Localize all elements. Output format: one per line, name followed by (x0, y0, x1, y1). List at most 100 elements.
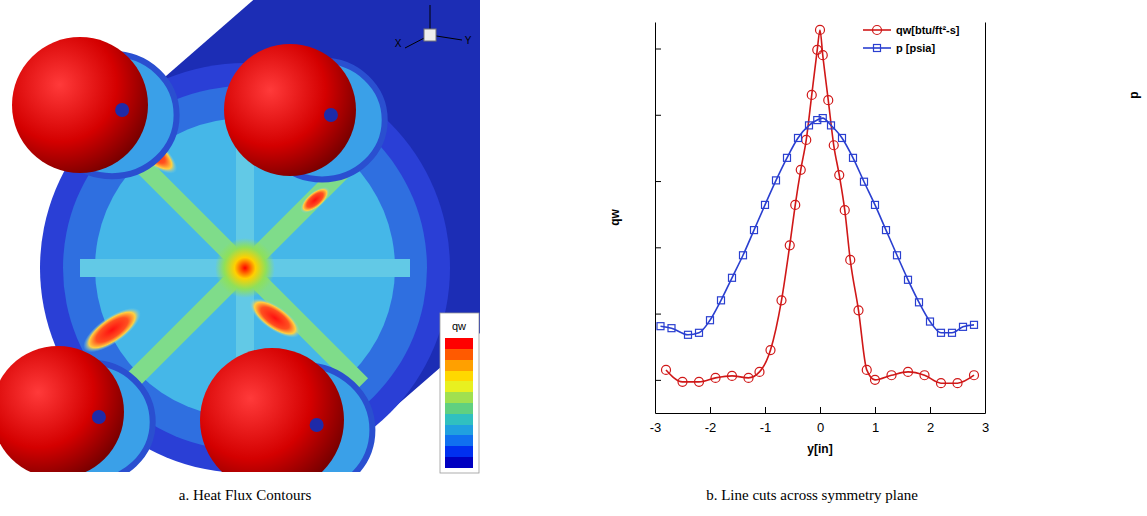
tick-label: -2 (705, 420, 717, 435)
series-line (666, 30, 974, 383)
tick-mark (655, 115, 661, 116)
colorbar-label: qw (452, 320, 466, 332)
tick-mark (655, 380, 661, 381)
sphere-dot (115, 103, 129, 117)
tick-label: -1 (760, 420, 772, 435)
marker (678, 377, 687, 386)
hot-spot (77, 300, 148, 360)
y-axis-title: qw (608, 209, 622, 226)
y-axis (655, 23, 661, 414)
legend-label: p [psia] (896, 42, 935, 54)
tick-label: -3 (650, 420, 662, 435)
x-tick: -1 (760, 407, 772, 435)
marker (835, 171, 844, 180)
legend-marker (874, 45, 881, 52)
triad-label: Y (465, 35, 472, 46)
tick-mark (655, 49, 661, 50)
tick-mark (930, 407, 931, 413)
caption: b. Line cuts across symmetry plane (706, 487, 918, 503)
plot-area (657, 25, 979, 387)
marker (828, 122, 835, 129)
marker (668, 325, 675, 332)
series-line (661, 118, 975, 335)
marker (862, 365, 871, 374)
marker (970, 371, 979, 380)
marker (818, 51, 827, 60)
marker (777, 296, 786, 305)
marker (711, 373, 720, 382)
marker (953, 379, 962, 388)
marker (807, 90, 816, 99)
marker (887, 371, 896, 380)
marker (657, 323, 664, 330)
marker (971, 321, 978, 328)
marker (718, 297, 725, 304)
tick-label: 1 (872, 420, 879, 435)
triad-cube (424, 29, 436, 41)
marker (839, 134, 846, 141)
marker (904, 367, 913, 376)
y2-axis-line (985, 23, 986, 414)
y-tick (655, 247, 661, 248)
marker (813, 45, 822, 54)
colorbar (445, 338, 473, 468)
y-axis-line (655, 23, 656, 414)
marker (728, 371, 737, 380)
legend-item: qw[btu/ft²-s] (863, 24, 960, 36)
legend-swatch (863, 29, 891, 31)
x-tick: 2 (927, 407, 934, 435)
tick-mark (655, 247, 661, 248)
marker (795, 134, 802, 141)
y2-axis (985, 23, 986, 414)
tick-mark (765, 407, 766, 413)
marker (685, 331, 692, 338)
marker (766, 346, 775, 355)
marker (949, 329, 956, 336)
marker (695, 377, 704, 386)
colorbar-box (440, 313, 479, 473)
legend-swatch (863, 47, 891, 49)
legend: qw[btu/ft²-s] p [psia] (863, 24, 960, 54)
marker (696, 329, 703, 336)
marker (854, 306, 863, 315)
x-tick: 0 (817, 407, 824, 435)
marker (883, 227, 890, 234)
sphere (12, 37, 148, 173)
y-tick (655, 314, 661, 315)
hot-spot (215, 238, 275, 298)
marker (755, 367, 764, 376)
marker (937, 379, 946, 388)
sphere-dot (92, 410, 106, 424)
marker (871, 375, 880, 384)
marker (916, 299, 923, 306)
hot-spot (296, 182, 334, 217)
series (657, 115, 978, 339)
series (662, 25, 979, 387)
marker (751, 227, 758, 234)
hot-spot (244, 291, 307, 345)
marker (824, 96, 833, 105)
tick-mark (875, 407, 876, 413)
tick-mark (655, 314, 661, 315)
tick-mark (710, 407, 711, 413)
marker (816, 25, 825, 34)
marker (920, 371, 929, 380)
sphere (0, 346, 124, 472)
marker (861, 178, 868, 185)
marker (773, 177, 780, 184)
marker (744, 373, 753, 382)
marker (938, 329, 945, 336)
y-tick (655, 181, 661, 182)
marker (905, 276, 912, 283)
legend-marker (873, 26, 882, 35)
tick-mark (655, 181, 661, 182)
sphere (200, 348, 344, 472)
tick-label: 2 (927, 420, 934, 435)
x-axis: -3 -2 -1 0 1 2 3 (650, 407, 989, 435)
legend-item: p [psia] (863, 42, 935, 54)
tick-label: 3 (982, 420, 989, 435)
marker (960, 323, 967, 330)
sphere-dot (310, 418, 324, 432)
y-tick (655, 380, 661, 381)
marker (927, 318, 934, 325)
